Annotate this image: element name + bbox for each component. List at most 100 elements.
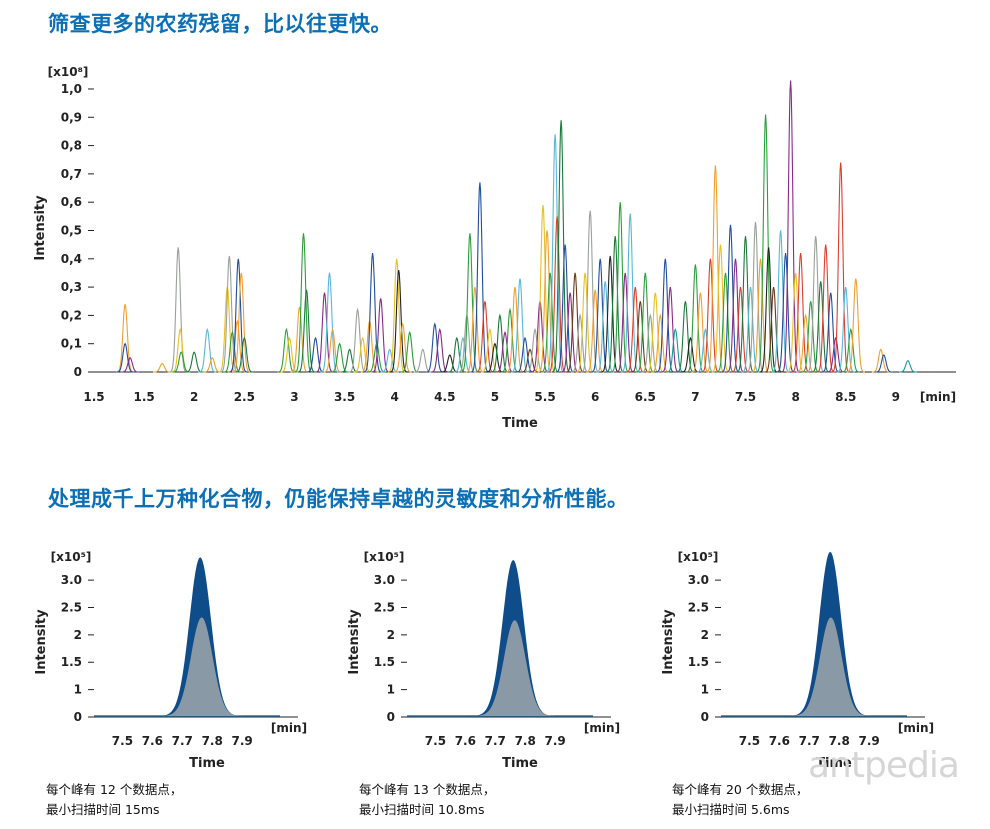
- caption-3: 每个峰有 20 个数据点， 最小扫描时间 5.6ms: [672, 780, 808, 820]
- caption-3-line-2: 最小扫描时间 5.6ms: [672, 802, 790, 817]
- x-tick-label: 8: [791, 390, 799, 404]
- chromatogram-peak: [846, 278, 865, 373]
- x-tick-label: 7.6: [142, 734, 163, 748]
- caption-1-line-2: 最小扫描时间 15ms: [46, 802, 160, 817]
- y-multiplier-label: [x10⁵]: [364, 550, 405, 564]
- y-tick-label: 2: [74, 628, 82, 642]
- chromatogram-peak: [153, 362, 172, 373]
- y-tick-label: 0,8: [61, 139, 82, 153]
- x-tick-label: 7.5: [735, 390, 756, 404]
- x-tick-label: 2.5: [234, 390, 255, 404]
- y-tick-label: 0: [701, 710, 709, 724]
- chromatogram-peak: [746, 221, 765, 373]
- x-tick-label: 7.9: [858, 734, 879, 748]
- peak-inner-area: [466, 620, 563, 716]
- chromatogram-peak: [601, 255, 620, 373]
- x-tick-label: 4.5: [434, 390, 455, 404]
- x-tick-label: 7.7: [485, 734, 506, 748]
- x-tick-label: 7.8: [202, 734, 223, 748]
- y-multiplier-label: [x10⁵]: [678, 550, 719, 564]
- chromatogram-peak: [781, 80, 800, 373]
- y-tick-label: 2.5: [374, 600, 395, 614]
- peak-chart-3: 0 1 1.5 2 2.5 3.0 7.5 7.6 7.7 7.8 7.9 [min] Time [x10…: [661, 550, 934, 771]
- chromatogram-peak: [756, 114, 775, 373]
- y-tick-label: 2.5: [61, 600, 82, 614]
- chromatogram-peak: [315, 292, 334, 373]
- chromatogram-peak: [540, 272, 560, 373]
- y-axis-title: Intensity: [34, 609, 49, 675]
- x-tick-label: 5: [491, 390, 499, 404]
- y-axis-title: Intensity: [33, 195, 48, 261]
- chromatogram-peak: [606, 236, 625, 373]
- x-tick-label: 6.5: [635, 390, 656, 404]
- y-tick-label: 3.0: [61, 573, 82, 587]
- chromatogram-peak: [836, 286, 855, 373]
- chromatogram-peak: [631, 301, 650, 373]
- chromatogram-peak: [561, 292, 580, 373]
- chromatogram-peak: [616, 272, 635, 373]
- y-tick-label: 0,2: [61, 308, 82, 322]
- chromatogram-peak: [480, 327, 499, 373]
- x-tick-label: 7.5: [739, 734, 760, 748]
- bottom-heading: 处理成千上万种化合物，仍能保持卓越的灵敏度和分析性能。: [48, 487, 629, 511]
- chromatogram-peak: [169, 247, 188, 373]
- chromatogram-peak: [801, 301, 820, 373]
- x-tick-label: 4: [391, 390, 399, 404]
- chromatogram-peak: [413, 348, 432, 373]
- chromatogram-peak: [786, 272, 805, 373]
- x-tick-label: 3: [290, 390, 298, 404]
- y-tick-label: 0: [74, 365, 82, 379]
- y-axis-title: Intensity: [347, 609, 362, 675]
- chromatogram-peak: [591, 258, 610, 373]
- y-axis-title: Intensity: [661, 609, 676, 675]
- y-tick-label: 0: [387, 710, 395, 724]
- x-tick-label: 7.9: [544, 734, 565, 748]
- chromatogram-peak: [545, 134, 565, 373]
- y-tick-label: 3.0: [688, 573, 709, 587]
- chromatogram-peak: [353, 336, 372, 373]
- y-tick-label: 0: [74, 710, 82, 724]
- chromatogram-peak: [716, 272, 735, 373]
- y-tick-label: 0,1: [61, 337, 82, 351]
- peak-inner-area: [153, 617, 250, 716]
- chromatogram-peak: [581, 210, 600, 373]
- chromatogram-peak: [826, 336, 845, 373]
- chromatogram-peak: [676, 301, 695, 373]
- chromatogram-peak: [711, 244, 730, 373]
- y-tick-label: 1.5: [688, 655, 709, 669]
- x-unit-label: [min]: [584, 721, 620, 735]
- x-axis-title: Time: [502, 756, 538, 771]
- x-tick-label: 7.5: [112, 734, 133, 748]
- chromatogram-peak: [340, 348, 359, 373]
- chromatogram-peak: [500, 307, 519, 373]
- caption-2-line-2: 最小扫描时间 10.8ms: [359, 802, 485, 817]
- chromatogram-peak: [380, 348, 399, 373]
- chromatogram-peak: [387, 258, 406, 373]
- y-tick-label: 1.5: [374, 655, 395, 669]
- chromatogram-peak: [806, 236, 825, 373]
- chromatogram-peak: [691, 292, 710, 373]
- chromatogram-peak: [586, 289, 605, 373]
- chromatogram-peak: [821, 292, 840, 373]
- chromatogram-peak: [537, 230, 557, 373]
- chromatogram-peak: [726, 258, 745, 373]
- x-tick-label: 3.5: [334, 390, 355, 404]
- x-tick-label: 7: [691, 390, 699, 404]
- x-tick-label: 7.6: [455, 734, 476, 748]
- chromatogram-peak: [116, 342, 135, 373]
- peak-chart-2: 0 1 1.5 2 2.5 3.0 7.5 7.6 7.7 7.8 7.9 [min] Time [x10…: [347, 550, 620, 771]
- x-tick-label: 7.8: [515, 734, 536, 748]
- y-tick-label: 0,4: [61, 252, 82, 266]
- y-tick-label: 2: [387, 628, 395, 642]
- y-tick-label: 2: [701, 628, 709, 642]
- y-tick-label: 0,6: [61, 195, 82, 209]
- chromatogram-peak: [776, 253, 795, 373]
- chromatogram-peak: [371, 298, 390, 373]
- chromatogram-peak: [323, 327, 342, 373]
- chromatogram-peak: [706, 165, 725, 373]
- chromatogram-peak: [290, 306, 309, 373]
- chromatogram-peak: [430, 327, 449, 373]
- x-tick-label: 7.5: [425, 734, 446, 748]
- chromatogram-peak: [871, 348, 890, 373]
- chromatogram-peak: [198, 327, 217, 373]
